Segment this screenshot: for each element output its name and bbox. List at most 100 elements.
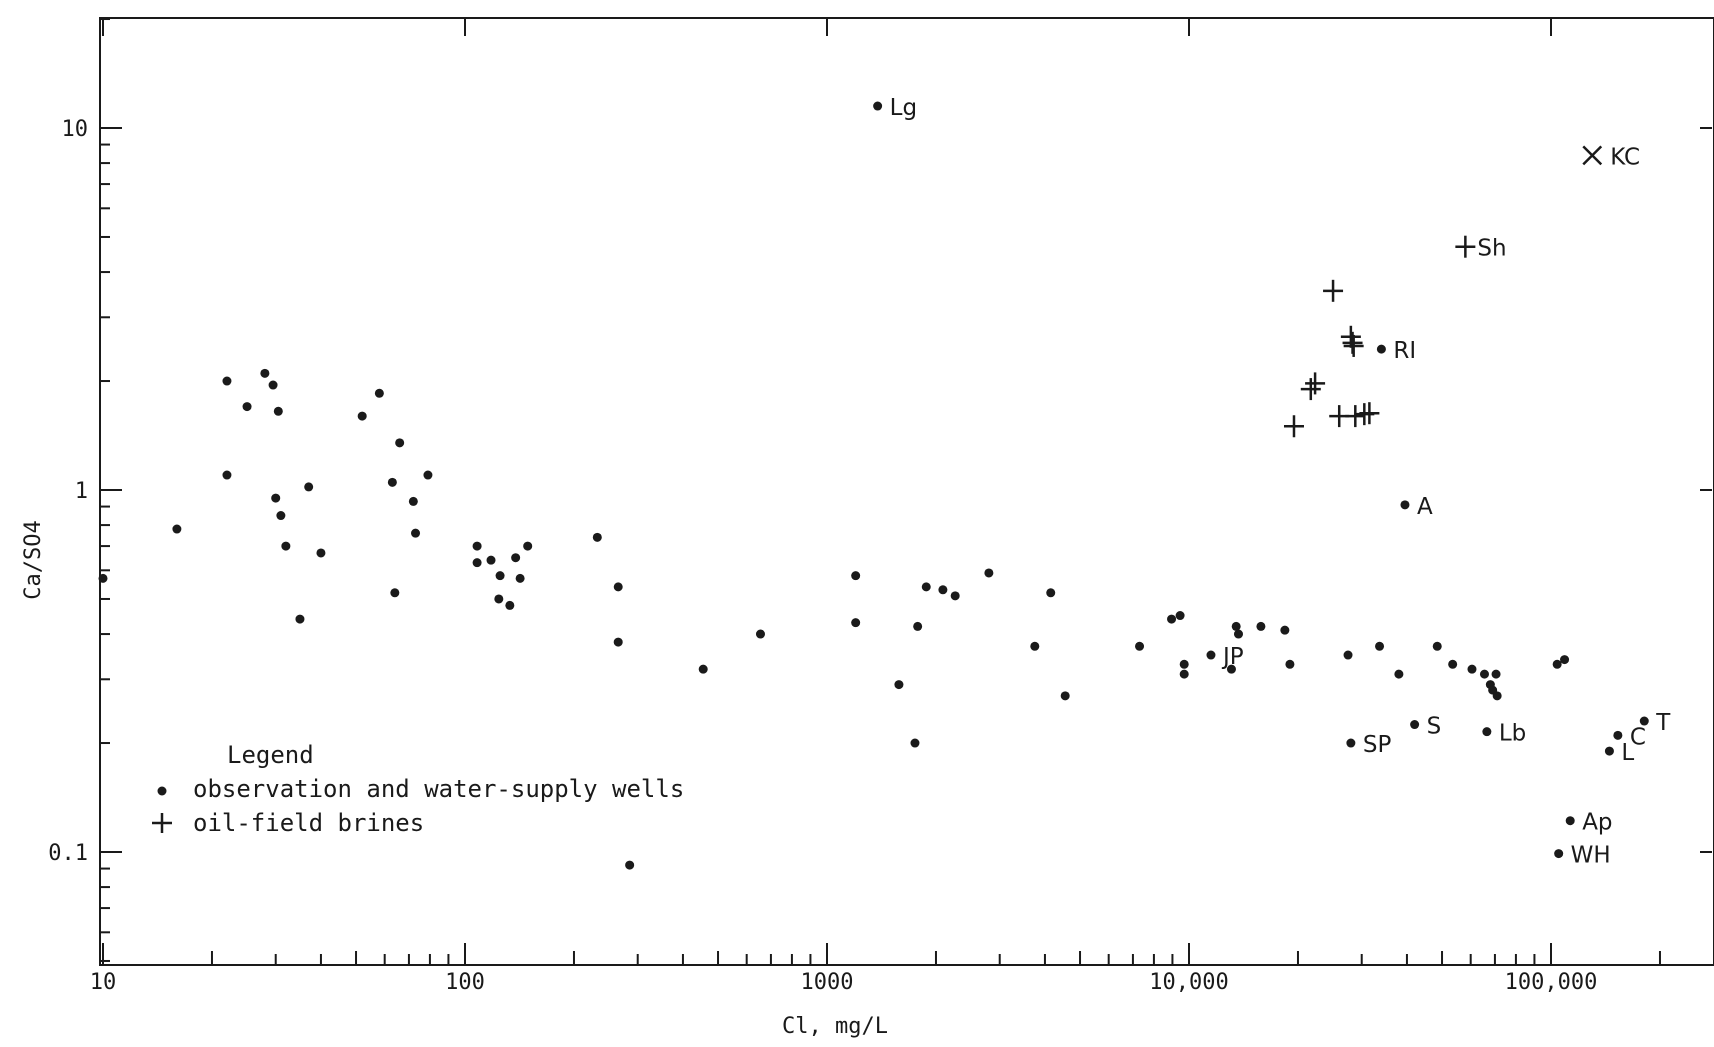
point-dot: [1226, 664, 1236, 674]
point-dot: [390, 588, 400, 598]
point-dot: [913, 621, 923, 631]
point-dot: [873, 101, 883, 111]
point-dot: [894, 680, 904, 690]
point-dot: [1167, 614, 1177, 624]
point-dot: [276, 511, 286, 521]
point-dot: [511, 553, 521, 563]
point-dot: [1285, 659, 1295, 669]
point-dot: [1280, 625, 1290, 635]
point-dot: [1343, 650, 1353, 660]
point-dot: [472, 541, 482, 551]
point-dot: [910, 738, 920, 748]
point-dot: [755, 629, 765, 639]
axis-tick-labels: 10 100 1000 10,000 100,000 0.1 1 10: [48, 117, 1597, 995]
axis-ticks: [100, 18, 1712, 965]
point-dot: [1394, 669, 1404, 679]
point-dot: [1233, 629, 1243, 639]
point-label: C: [1630, 724, 1646, 750]
point-dot: [495, 571, 505, 581]
point-dot: [950, 591, 960, 601]
point-dot: [1552, 659, 1562, 669]
point-dot: [1491, 669, 1501, 679]
point-dot: [242, 402, 252, 412]
point-label: L: [1621, 740, 1634, 766]
point-dot: [851, 618, 861, 628]
point-dot: [486, 555, 496, 565]
point-label: RI: [1393, 338, 1416, 364]
point-dot: [613, 637, 623, 647]
point-label: S: [1427, 714, 1442, 740]
legend-entry-brines: oil-field brines: [193, 809, 424, 837]
x-tick-label: 100: [445, 970, 485, 995]
point-dot: [273, 406, 283, 416]
y-axis-label: Ca/SO4: [21, 520, 46, 599]
point-plus: [1359, 402, 1380, 425]
point-dot: [1492, 691, 1502, 701]
point-dot: [1179, 669, 1189, 679]
point-dot: [357, 411, 367, 421]
point-dot: [698, 664, 708, 674]
point-dot: [1046, 588, 1056, 598]
point-label: T: [1655, 710, 1671, 736]
point-dot: [387, 477, 397, 487]
point-dot: [1565, 816, 1575, 826]
point-dot: [494, 594, 504, 604]
point-dot: [1432, 641, 1442, 651]
point-dot: [851, 571, 861, 581]
point-dot: [1376, 344, 1386, 354]
point-label: Lb: [1499, 721, 1526, 747]
legend-dot-marker: [157, 786, 167, 796]
point-label: KC: [1610, 144, 1640, 170]
x-tick-label: 10: [90, 970, 117, 995]
y-tick-label: 10: [62, 117, 89, 142]
point-dot: [1482, 727, 1492, 737]
point-dot: [1410, 720, 1420, 730]
point-dot: [592, 532, 602, 542]
point-dot: [260, 368, 270, 378]
point-plus: [1300, 378, 1321, 401]
point-dot: [613, 582, 623, 592]
point-dot: [1030, 641, 1040, 651]
point-dot: [1375, 641, 1385, 651]
point-dot: [268, 380, 278, 390]
point-dot: [98, 573, 108, 583]
point-dot: [1256, 621, 1266, 631]
point-dot: [1400, 500, 1410, 510]
point-dot: [1604, 746, 1614, 756]
point-plus: [1283, 415, 1304, 438]
legend-title: Legend: [227, 741, 314, 769]
point-plus: [1345, 405, 1366, 428]
point-dot: [1060, 691, 1070, 701]
data-points: [98, 101, 1649, 870]
point-dot: [316, 548, 326, 558]
legend-entry-wells: observation and water-supply wells: [193, 775, 684, 803]
point-plus: [1323, 279, 1344, 302]
legend: Legend observation and water-supply well…: [152, 741, 684, 837]
point-label: A: [1417, 494, 1433, 520]
point-dot: [271, 493, 281, 503]
point-dot: [222, 470, 232, 480]
point-dot: [984, 568, 994, 578]
point-dot: [1479, 669, 1489, 679]
plot-frame: [99, 17, 1714, 966]
point-plus: [1455, 235, 1476, 258]
point-dot: [1560, 655, 1570, 665]
point-dot: [295, 614, 305, 624]
point-dot: [1448, 659, 1458, 669]
point-dot: [938, 585, 948, 595]
point-dot: [1135, 641, 1145, 651]
point-dot: [395, 438, 405, 448]
x-tick-label: 1000: [801, 970, 854, 995]
x-tick-label: 100,000: [1505, 970, 1598, 995]
point-label: Lg: [890, 95, 917, 121]
point-label: Sh: [1477, 236, 1506, 262]
point-label: SP: [1363, 732, 1392, 758]
point-plus: [1343, 334, 1364, 357]
point-dot: [1639, 716, 1649, 726]
point-dot: [472, 558, 482, 568]
y-tick-label: 0.1: [48, 841, 88, 866]
point-dot: [1206, 650, 1216, 660]
point-dot: [281, 541, 291, 551]
y-tick-label: 1: [75, 479, 88, 504]
